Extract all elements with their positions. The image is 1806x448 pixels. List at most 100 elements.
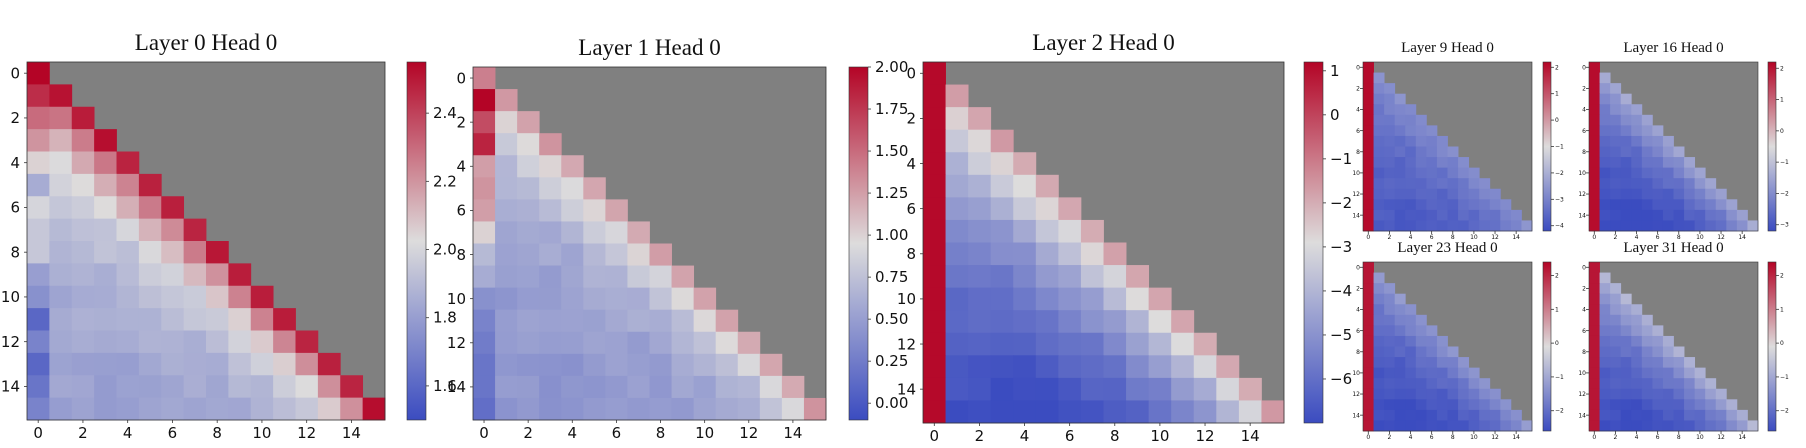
heatmap-cell [1589,167,1600,179]
heatmap-cell [1384,420,1396,432]
heatmap-cell [206,241,229,264]
chart-title: Layer 31 Head 0 [1623,240,1723,256]
heatmap-cell [1631,188,1643,200]
heatmap-cell [1620,135,1632,147]
heatmap-cell [1599,178,1611,190]
heatmap-cell [517,155,540,178]
heatmap-cell [1610,314,1622,326]
heatmap-cell [495,221,518,244]
heatmap-cell [1589,135,1600,147]
heatmap-cell [71,106,95,130]
heatmap-cell [1013,265,1037,289]
y-tick-label: 12 [1578,191,1586,198]
x-tick-label: 8 [212,424,222,442]
heatmap-cell [1436,199,1448,211]
heatmap-cell [968,355,992,379]
heatmap-cell [1373,283,1385,295]
heatmap-cell [1415,378,1427,390]
heatmap-cell [1384,114,1396,126]
heatmap-cell [1694,378,1706,390]
colorbar-tick-label: 0 [1330,106,1340,124]
heatmap-cell [473,177,496,200]
heatmap-cell [1436,178,1448,190]
heatmap-cell [1479,220,1491,232]
heatmap-cell [1394,135,1406,147]
heatmap-cell [1641,409,1653,421]
heatmap-cell [1415,167,1427,179]
heatmap-cell [1662,388,1674,400]
heatmap-cell [1662,188,1674,200]
heatmap-cell [990,377,1014,401]
heatmap-cell [94,218,117,242]
colorbar-tick-label: 0 [1555,340,1559,347]
heatmap-cell [473,155,496,178]
heatmap-cell [1641,335,1653,347]
heatmap-cell [1405,178,1417,190]
heatmap-cell [1694,199,1706,211]
heatmap-cell [138,196,162,220]
heatmap-cell [1035,219,1059,243]
heatmap-cell [495,265,518,289]
heatmap-cell [1662,335,1674,347]
heatmap-cell [1599,93,1611,105]
heatmap-cell [473,199,496,222]
heatmap-cell [1631,135,1643,147]
heatmap-cell [250,352,274,376]
heatmap-cell [1726,420,1738,432]
heatmap-cell [1747,420,1759,432]
heatmap-cell [1715,420,1727,432]
heatmap-cell [1620,209,1632,221]
heatmap-cell [1652,388,1664,400]
heatmap-cell [317,375,341,399]
heatmap-cell [1589,357,1600,369]
heatmap-cell [803,397,827,421]
heatmap-cell [1589,272,1600,284]
y-tick-label: 14 [897,380,916,398]
heatmap-cell [1363,157,1374,169]
heatmap-cell [1171,377,1195,401]
x-tick-label: 12 [1491,434,1499,441]
heatmap-cell [1384,283,1396,295]
heatmap-cell [605,353,628,377]
heatmap-cell [1426,199,1438,211]
heatmap-cell [49,241,73,264]
x-tick-label: 4 [1635,434,1639,441]
heatmap-cell [517,111,540,134]
heatmap-cell [138,241,162,264]
heatmap-cell [968,152,992,176]
heatmap-cell [1652,199,1664,211]
heatmap-cell [1384,146,1396,158]
heatmap-cell [1705,409,1717,421]
heatmap-cell [1610,367,1622,379]
heatmap-cell [1058,355,1082,379]
heatmap-cell [1726,399,1738,411]
heatmap-cell [1415,199,1427,211]
x-tick-label: 4 [1635,234,1639,241]
heatmap-cell [1521,220,1533,232]
heatmap-cell [968,287,992,311]
y-tick-label: 6 [1582,128,1586,135]
heatmap-cell [1468,167,1480,179]
heatmap-cell [1631,178,1643,190]
heatmap-cell [1373,272,1385,284]
y-tick-label: 0 [10,64,20,82]
heatmap-cell [161,397,185,421]
heatmap-cell [161,218,185,242]
heatmap-cell [1641,399,1653,411]
heatmap-cell [1080,242,1104,266]
heatmap-cell [228,352,252,376]
heatmap-cell [1373,125,1385,137]
heatmap-cell [945,107,969,131]
heatmap-cell [1694,167,1706,179]
heatmap-cell [1426,325,1438,337]
x-tick-label: 8 [1110,427,1120,445]
heatmap-cell [1652,125,1664,137]
heatmap-panel-l31: Layer 31 Head 00022446688101012121414210… [1578,240,1789,441]
heatmap-cell [990,355,1014,379]
heatmap-cell [206,375,229,399]
heatmap-cell [1103,242,1127,266]
heatmap-cell [1373,335,1385,347]
heatmap-cell [671,375,695,399]
y-tick-label: 12 [1352,191,1360,198]
plot-frame [1362,261,1533,432]
